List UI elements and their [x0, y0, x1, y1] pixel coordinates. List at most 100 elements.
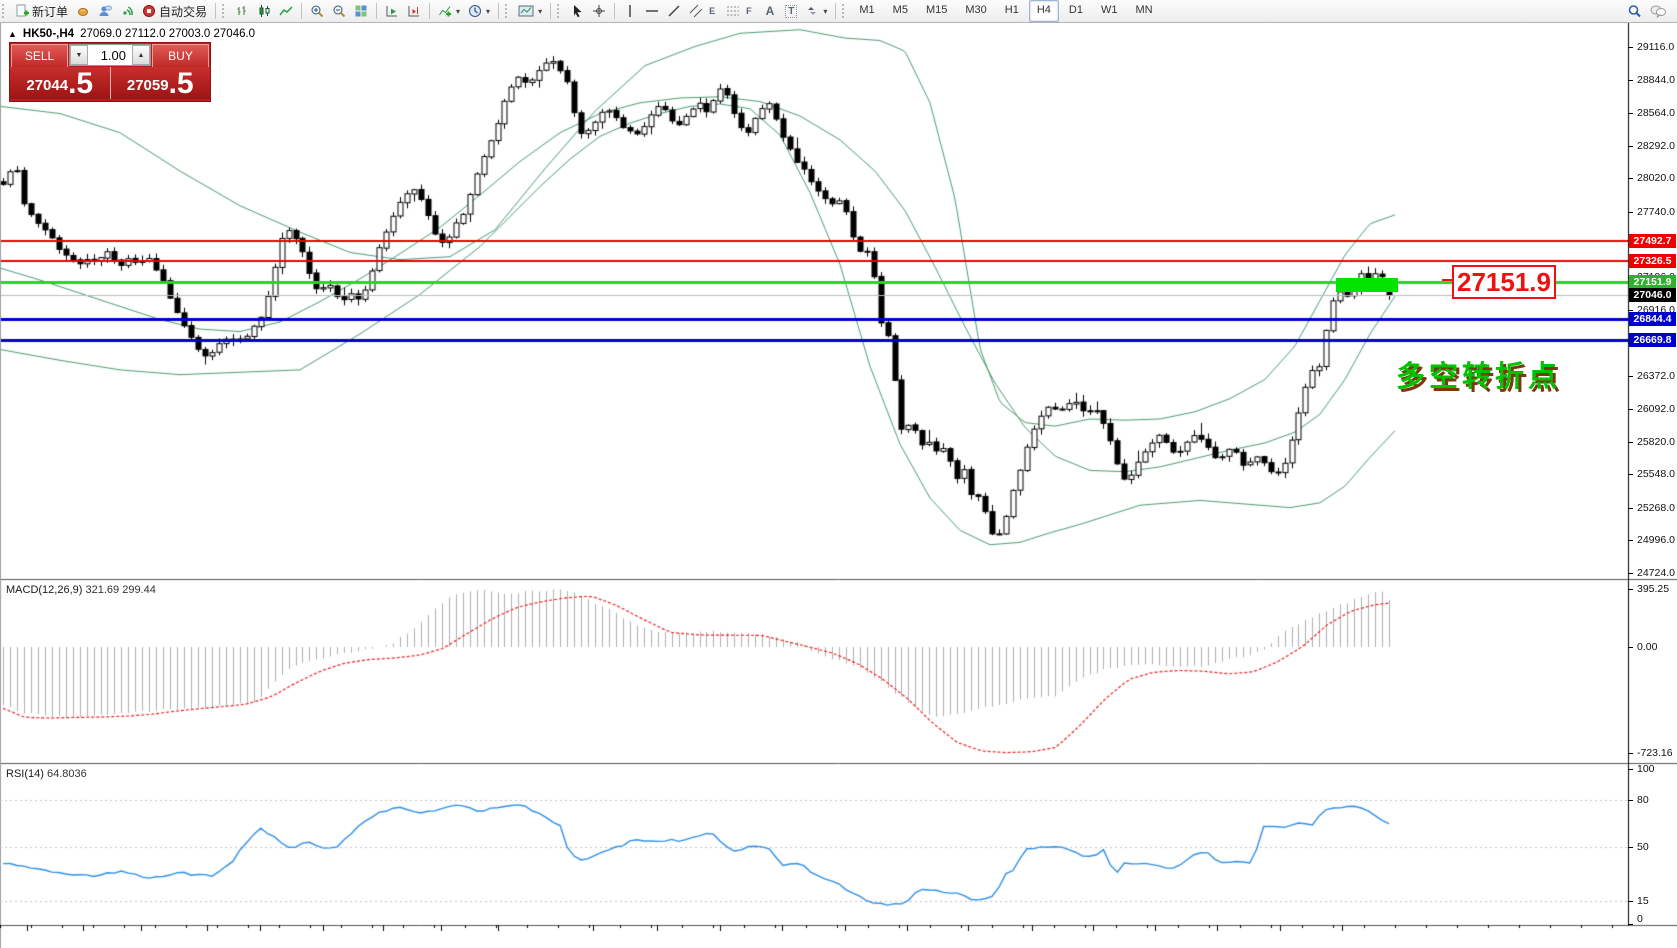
price-axis-tick	[1628, 508, 1633, 509]
price-level-tag: 27046.0	[1629, 288, 1676, 302]
price-axis-tick-label: 27740.0	[1637, 206, 1675, 218]
price-axis-tick-label: 24724.0	[1637, 567, 1675, 579]
community-button[interactable]	[94, 1, 116, 21]
price-axis-tick-label: 28020.0	[1637, 172, 1675, 184]
sell-price-button[interactable]: 27044.5	[10, 67, 111, 99]
timeframe-button-d1[interactable]: D1	[1068, 4, 1083, 16]
chart-shift-icon	[408, 6, 420, 17]
line-chart-icon	[279, 6, 293, 16]
buy-button[interactable]: BUY	[152, 44, 209, 68]
price-axis-tick	[1628, 47, 1633, 48]
price-axis-tick	[1628, 310, 1633, 311]
macd-axis-tick	[1628, 753, 1633, 754]
dropdown-caret: ▾	[538, 6, 543, 16]
timeframe-button-w1[interactable]: W1	[1100, 4, 1118, 16]
rsi-name: RSI(14)	[6, 768, 44, 780]
timeframe-button-m1[interactable]: M1	[859, 4, 875, 16]
toolbar-drag-handle[interactable]	[505, 4, 510, 18]
toolbar-right-group	[1623, 1, 1671, 21]
timeframe-button-h1[interactable]: H1	[1004, 4, 1019, 16]
arrows-tool[interactable]: ▾	[801, 1, 831, 21]
volume-input[interactable]: 1.00	[100, 48, 126, 63]
price-axis-tick	[1628, 113, 1633, 114]
toolbar-separator	[550, 3, 552, 19]
autotrading-icon	[143, 5, 156, 17]
periods-button[interactable]: ▾	[464, 1, 494, 21]
buy-price-button[interactable]: 27059.5	[110, 67, 210, 99]
chat-button[interactable]	[1646, 1, 1671, 21]
horizontal-line-tool[interactable]	[641, 1, 663, 21]
toolbar-separator	[835, 3, 837, 19]
rsi-axis-tick	[1628, 769, 1633, 770]
signal-icon	[123, 6, 133, 16]
chart-canvas[interactable]	[0, 23, 1677, 948]
candlestick-chart-button[interactable]	[253, 1, 275, 21]
macd-axis-tick-label: 395.25	[1637, 583, 1670, 595]
search-button[interactable]	[1623, 1, 1646, 21]
expert-advisors-button[interactable]	[72, 1, 94, 21]
trendline-tool[interactable]	[663, 1, 685, 21]
price-axis-tick	[1628, 474, 1633, 475]
timeframe-button-m15[interactable]: M15	[925, 4, 948, 16]
fibonacci-icon	[727, 6, 740, 16]
macd-axis-tick-label: 0.00	[1637, 641, 1658, 653]
fibonacci-tool[interactable]: F	[722, 1, 759, 21]
timeframe-button-m30[interactable]: M30	[965, 4, 987, 16]
arrows-shapes-icon	[808, 7, 817, 15]
timeframe-button-h4[interactable]: H4	[1028, 0, 1059, 22]
volume-increase-button[interactable]: ▲	[132, 45, 150, 65]
sell-button[interactable]: SELL	[11, 44, 68, 68]
indicator-window-button[interactable]: ▾	[514, 1, 546, 21]
line-chart-button[interactable]	[275, 1, 297, 21]
price-axis-tick-label: 28292.0	[1637, 140, 1675, 152]
timeframe-button-mn[interactable]: MN	[1135, 4, 1153, 16]
price-level-tag: 27151.9	[1629, 275, 1676, 289]
toolbar-drag-handle[interactable]	[557, 4, 562, 18]
panel-collapse-arrow[interactable]: ▲	[8, 29, 17, 39]
price-callout-object[interactable]: 27151.9	[1442, 265, 1556, 299]
bar-chart-button[interactable]	[231, 1, 253, 21]
zoom-in-button[interactable]	[306, 1, 328, 21]
text-label-tool[interactable]: T	[781, 1, 801, 21]
timeframe-button-m5[interactable]: M5	[892, 4, 908, 16]
price-axis-tick	[1628, 540, 1633, 541]
channel-tool[interactable]: E	[685, 1, 722, 21]
new-order-button[interactable]: 新订单	[11, 1, 72, 21]
macd-name: MACD(12,26,9)	[6, 584, 83, 596]
price-axis-tick-label: 28844.0	[1637, 74, 1675, 86]
macd-axis-tick-label: -723.16	[1637, 747, 1673, 759]
callout-text: 27151.9	[1457, 267, 1551, 297]
zoom-in-icon	[311, 5, 324, 18]
toolbar-drag-handle[interactable]	[222, 4, 227, 18]
chat-icon	[1650, 5, 1666, 18]
vertical-line-tool[interactable]	[619, 1, 641, 21]
dropdown-caret: ▾	[823, 6, 828, 16]
signals-button[interactable]	[116, 1, 138, 21]
volume-decrease-button[interactable]: ▼	[70, 45, 88, 65]
candlestick-icon	[259, 5, 270, 17]
turning-point-annotation[interactable]: 多空转折点	[1396, 361, 1562, 393]
price-level-tag: 26844.4	[1629, 312, 1676, 326]
price-axis-tick-label: 28564.0	[1637, 107, 1675, 119]
channel-tool-letter: E	[709, 6, 716, 16]
price-axis-tick	[1628, 573, 1633, 574]
autotrading-button[interactable]: 自动交易	[138, 1, 211, 21]
zoom-out-button[interactable]	[328, 1, 350, 21]
expert-advisor-icon	[78, 8, 89, 16]
tile-windows-button[interactable]	[350, 1, 372, 21]
auto-scroll-button[interactable]	[381, 1, 403, 21]
chart-title-row: ▲ HK50-,H4 27069.0 27112.0 27003.0 27046…	[8, 28, 255, 40]
toolbar-separator	[301, 3, 303, 19]
highlight-zone-object[interactable]	[1336, 278, 1398, 292]
add-indicator-button[interactable]: ▾	[434, 1, 464, 21]
tile-windows-icon	[355, 5, 367, 17]
toolbar-drag-handle[interactable]	[842, 4, 847, 18]
bar-chart-icon	[237, 6, 246, 15]
toolbar-drag-handle[interactable]	[2, 4, 7, 18]
text-tool[interactable]: A	[759, 1, 782, 21]
chart-shift-button[interactable]	[403, 1, 425, 21]
crosshair-tool-button[interactable]	[588, 1, 610, 21]
macd-label-row: MACD(12,26,9) 321.69 299.44	[6, 584, 156, 596]
cursor-tool-button[interactable]	[566, 1, 588, 21]
